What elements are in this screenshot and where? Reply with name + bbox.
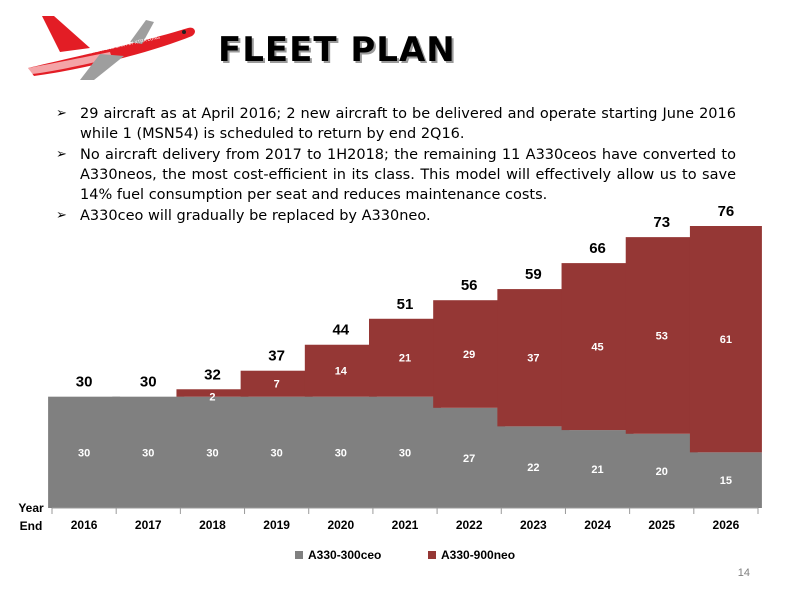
- bar-a330-900neo: [304, 344, 377, 397]
- total-label: 37: [268, 348, 285, 365]
- legend-swatch: [295, 551, 303, 559]
- data-label-neo: 37: [527, 353, 539, 365]
- data-label-ceo: 30: [78, 447, 90, 459]
- bar-a330-300ceo: [240, 396, 313, 508]
- bar-a330-900neo: [497, 289, 570, 427]
- x-tick-label: 2019: [263, 518, 290, 532]
- bar-a330-900neo: [369, 318, 441, 397]
- legend-label: A330-300ceo: [308, 548, 381, 562]
- total-label: 30: [140, 374, 157, 391]
- axis-label-end: End: [20, 519, 43, 533]
- bullet-text: 29 aircraft as at April 2016; 2 new airc…: [80, 106, 736, 142]
- data-label-neo: 53: [656, 330, 668, 342]
- data-label-ceo: 30: [206, 447, 218, 459]
- total-label: 30: [76, 374, 93, 391]
- bar-a330-900neo: [625, 237, 698, 434]
- bullet-list: ➢ 29 aircraft as at April 2016; 2 new air…: [56, 104, 736, 227]
- bar-a330-300ceo: [176, 396, 249, 508]
- x-tick-label: 2023: [520, 518, 547, 532]
- legend-swatch: [428, 551, 436, 559]
- bullet-item: ➢ A330ceo will gradually be replaced by A…: [56, 206, 736, 226]
- arrow-bullet-icon: ➢: [56, 106, 67, 121]
- total-label: 51: [397, 296, 414, 313]
- bar-a330-900neo: [240, 370, 313, 397]
- total-label: 59: [525, 266, 542, 283]
- data-label-neo: 7: [274, 379, 280, 391]
- total-label: 73: [653, 214, 670, 231]
- bar-a330-900neo: [561, 263, 634, 431]
- bar-a330-300ceo: [625, 433, 698, 508]
- x-tick-label: 2025: [648, 518, 675, 532]
- bullet-item: ➢ No aircraft delivery from 2017 to 1H201…: [56, 145, 736, 205]
- bullet-text: A330ceo will gradually be replaced by A3…: [80, 208, 431, 224]
- total-label: 56: [461, 277, 478, 294]
- data-label-neo: 29: [463, 349, 475, 361]
- bar-a330-300ceo: [304, 396, 377, 508]
- bar-a330-900neo: [689, 226, 762, 453]
- bullet-item: ➢ 29 aircraft as at April 2016; 2 new air…: [56, 104, 736, 144]
- data-label-ceo: 27: [463, 453, 475, 465]
- x-tick-label: 2024: [584, 518, 611, 532]
- data-label-neo: 61: [720, 334, 732, 346]
- x-tick-label: 2018: [199, 518, 226, 532]
- data-label-neo: 21: [399, 353, 411, 365]
- data-label-ceo: 30: [142, 447, 154, 459]
- axis-label-year: Year: [18, 501, 44, 515]
- x-tick-label: 2017: [135, 518, 162, 532]
- data-label-ceo: 20: [656, 466, 668, 478]
- legend: A330-300ceo A330-900neo: [295, 548, 515, 562]
- arrow-bullet-icon: ➢: [56, 208, 67, 223]
- bar-a330-300ceo: [433, 407, 506, 508]
- total-label: 32: [204, 366, 221, 383]
- arrow-bullet-icon: ➢: [56, 147, 67, 162]
- x-tick-label: 2021: [392, 518, 419, 532]
- data-label-ceo: 15: [720, 475, 732, 487]
- x-tick-label: 2022: [456, 518, 483, 532]
- bar-a330-300ceo: [497, 426, 570, 508]
- bar-a330-300ceo: [369, 396, 441, 508]
- total-label: 76: [718, 203, 735, 220]
- bar-a330-300ceo: [561, 430, 634, 508]
- x-tick-label: 2020: [327, 518, 354, 532]
- data-label-neo: 14: [335, 366, 348, 378]
- data-label-ceo: 30: [335, 447, 347, 459]
- data-label-neo: 45: [591, 342, 603, 354]
- total-label: 44: [332, 322, 349, 339]
- data-label-ceo: 22: [527, 462, 539, 474]
- bar-a330-300ceo: [689, 452, 762, 508]
- page-title: FLEET PLAN: [218, 30, 456, 70]
- data-label-neo: 2: [209, 392, 215, 404]
- airasia-plane-logo: NOW EVERYONE CAN FLY XTRA LONG: [28, 16, 195, 80]
- x-tick-label: 2016: [71, 518, 98, 532]
- bullet-text: No aircraft delivery from 2017 to 1H2018…: [80, 147, 736, 203]
- total-label: 66: [589, 240, 606, 257]
- bar-a330-300ceo: [112, 396, 185, 508]
- data-label-ceo: 21: [591, 464, 603, 476]
- bar-a330-900neo: [433, 300, 506, 408]
- data-label-ceo: 30: [399, 447, 411, 459]
- x-tick-label: 2026: [713, 518, 740, 532]
- bar-a330-900neo: [176, 389, 249, 397]
- page-number: 14: [737, 567, 750, 579]
- bar-a330-300ceo: [48, 396, 121, 508]
- data-label-ceo: 30: [271, 447, 283, 459]
- legend-label: A330-900neo: [441, 548, 515, 562]
